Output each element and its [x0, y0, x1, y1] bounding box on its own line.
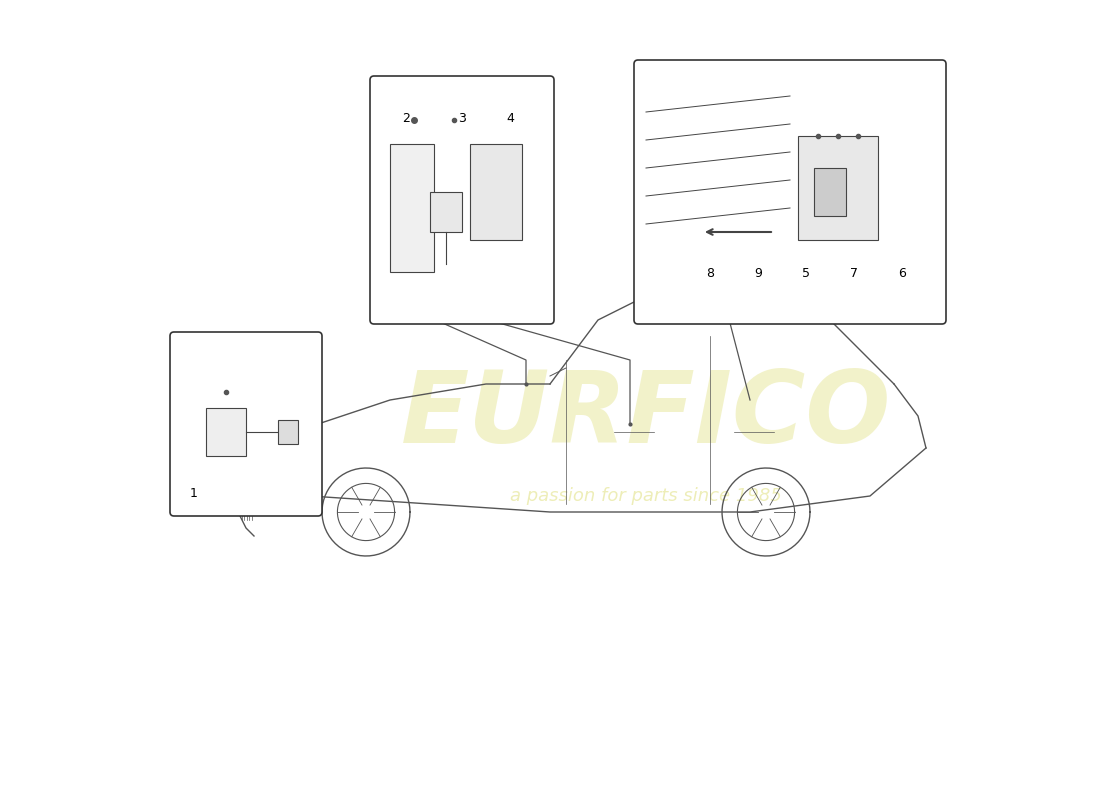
- Text: 6: 6: [898, 267, 906, 280]
- FancyBboxPatch shape: [370, 76, 554, 324]
- Text: 8: 8: [706, 267, 714, 280]
- Text: a passion for parts since 1985: a passion for parts since 1985: [510, 487, 782, 505]
- Text: 9: 9: [755, 267, 762, 280]
- Bar: [430, 192, 462, 232]
- FancyBboxPatch shape: [170, 332, 322, 516]
- Bar: [798, 136, 878, 240]
- Text: 4: 4: [506, 112, 514, 125]
- Text: 3: 3: [458, 112, 466, 125]
- Bar: [390, 144, 435, 272]
- Bar: [814, 168, 846, 216]
- Text: EURFICO: EURFICO: [400, 367, 891, 465]
- Text: 5: 5: [802, 267, 810, 280]
- Text: 1: 1: [190, 487, 198, 500]
- Bar: [470, 144, 522, 240]
- Text: 2: 2: [403, 112, 410, 125]
- Text: 7: 7: [850, 267, 858, 280]
- Bar: [278, 420, 298, 444]
- FancyBboxPatch shape: [634, 60, 946, 324]
- Bar: [206, 408, 246, 456]
